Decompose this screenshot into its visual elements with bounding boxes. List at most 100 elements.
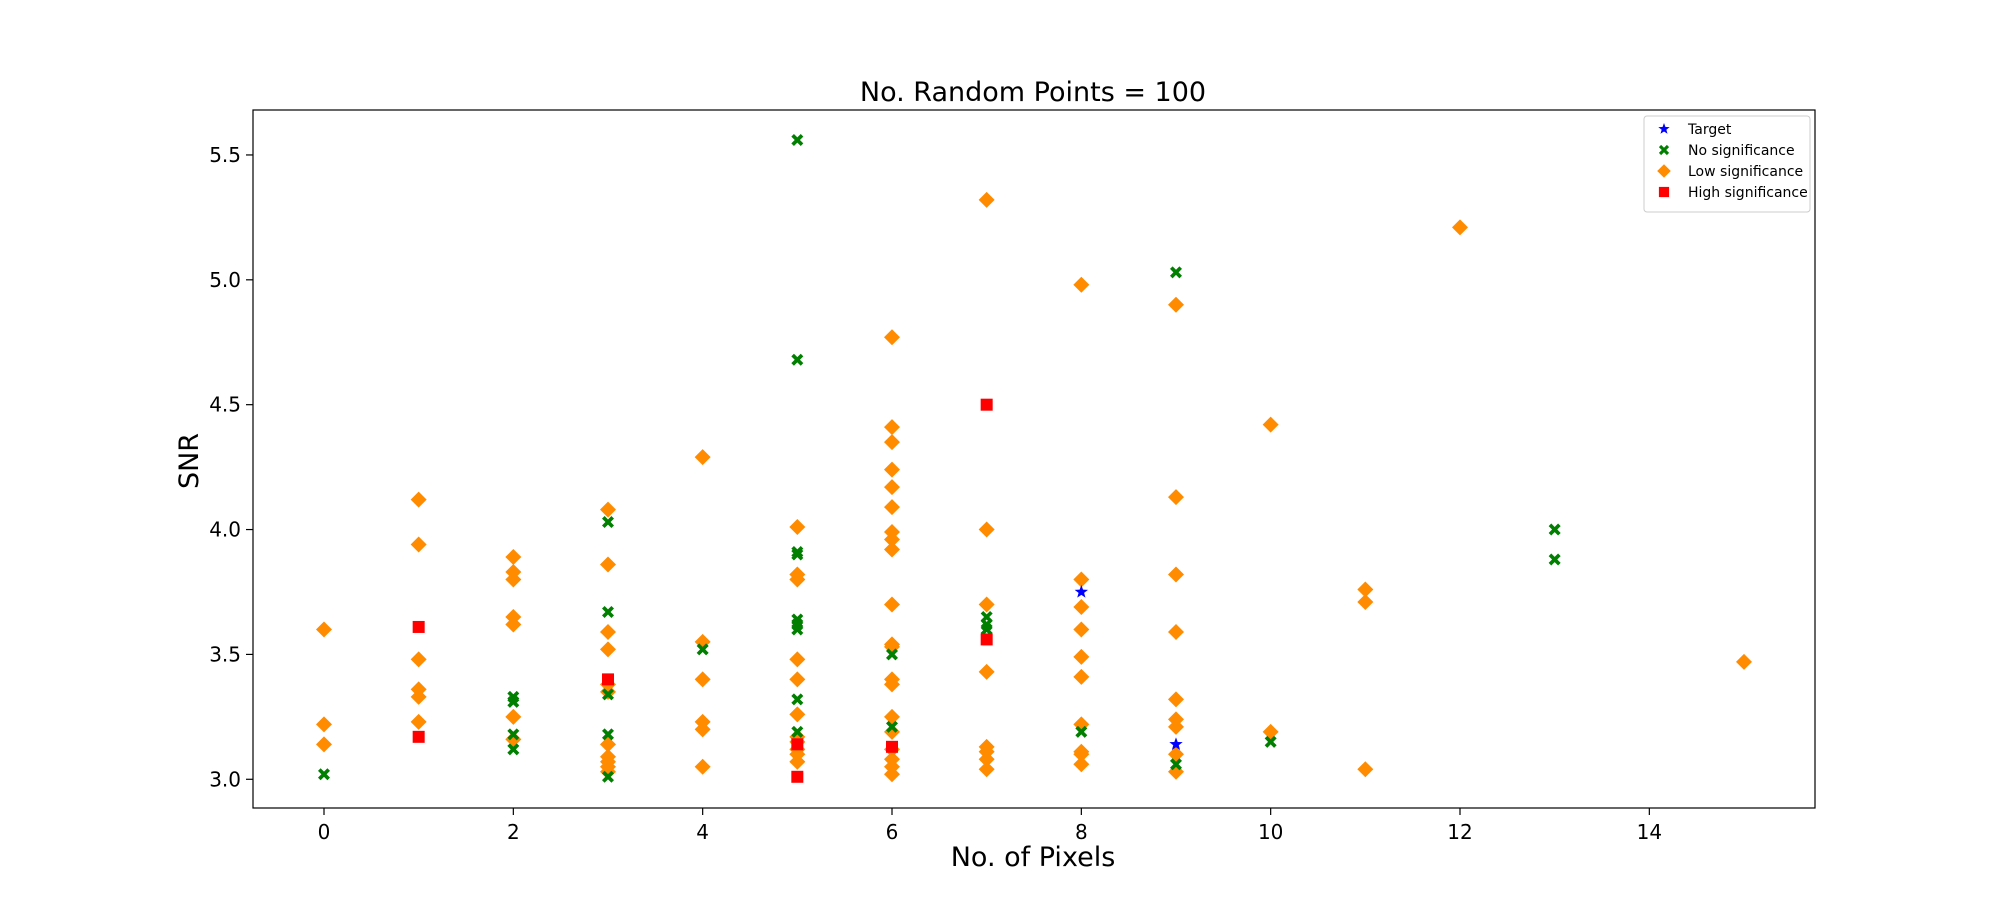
- point-low-significance: [316, 621, 332, 638]
- point-low-significance: [1736, 653, 1752, 670]
- point-low-significance: [884, 541, 900, 558]
- point-no-significance: [318, 768, 330, 781]
- point-no-significance: [1548, 523, 1561, 536]
- legend: Target No significance Low significance Hig…: [1643, 115, 1811, 213]
- point-no-significance: [602, 516, 614, 529]
- point-low-significance: [1073, 598, 1090, 615]
- legend-label: High significance: [1688, 185, 1808, 201]
- y-tick-label: 4.5: [209, 393, 241, 417]
- point-low-significance: [978, 761, 995, 778]
- x-tick-label: 8: [1075, 820, 1088, 844]
- point-low-significance: [316, 716, 332, 733]
- point-low-significance: [884, 723, 900, 740]
- series-high-significance: [412, 398, 993, 783]
- point-no-significance: [886, 720, 898, 733]
- point-no-significance: [507, 728, 520, 741]
- point-high-significance: [602, 673, 614, 686]
- point-low-significance: [789, 651, 806, 668]
- point-no-significance: [886, 648, 898, 661]
- point-low-significance: [694, 671, 711, 688]
- point-low-significance: [884, 461, 900, 478]
- x-tick-label: 12: [1447, 820, 1472, 844]
- point-low-significance: [600, 501, 616, 518]
- point-low-significance: [1168, 489, 1184, 506]
- point-no-significance: [1548, 553, 1561, 566]
- point-low-significance: [1357, 581, 1374, 598]
- point-low-significance: [1452, 219, 1468, 236]
- point-low-significance: [410, 491, 427, 508]
- point-low-significance: [1073, 648, 1090, 665]
- point-low-significance: [978, 596, 995, 613]
- point-high-significance: [412, 730, 425, 743]
- series-target: [1074, 584, 1183, 750]
- point-low-significance: [789, 753, 806, 770]
- point-no-significance: [602, 770, 614, 783]
- point-no-significance: [791, 353, 804, 366]
- point-low-significance: [694, 449, 711, 466]
- y-axis: 3.0 3.5 4.0 4.5 5.0 5.5: [209, 143, 253, 791]
- point-low-significance: [884, 419, 900, 436]
- point-low-significance: [1168, 691, 1184, 708]
- point-low-significance: [1073, 746, 1090, 763]
- y-tick-label: 5.5: [209, 143, 241, 167]
- point-low-significance: [884, 596, 900, 613]
- point-low-significance: [505, 616, 522, 633]
- x-tick-label: 2: [507, 820, 520, 844]
- point-no-significance: [1170, 758, 1182, 771]
- point-low-significance: [600, 556, 616, 573]
- x-tick-label: 14: [1637, 820, 1662, 844]
- point-high-significance: [791, 738, 804, 751]
- point-no-significance: [791, 623, 804, 636]
- point-low-significance: [1073, 621, 1090, 638]
- point-low-significance: [884, 708, 900, 725]
- point-low-significance: [884, 499, 900, 516]
- y-tick-label: 3.5: [209, 642, 241, 666]
- point-low-significance: [978, 521, 995, 538]
- x-axis-label: No. of Pixels: [951, 842, 1116, 873]
- legend-label: No significance: [1688, 143, 1795, 159]
- point-low-significance: [694, 721, 711, 738]
- legend-marker-low-significance: [1657, 164, 1671, 178]
- point-low-significance: [884, 479, 900, 496]
- legend-marker-no-significance: [1658, 144, 1670, 156]
- legend-marker-high-significance: [1658, 186, 1670, 198]
- point-low-significance: [1262, 723, 1279, 740]
- point-no-significance: [507, 695, 520, 708]
- point-low-significance: [789, 519, 806, 536]
- legend-label: Low significance: [1688, 164, 1803, 180]
- y-axis-label: SNR: [174, 433, 205, 489]
- legend-frame: [1643, 115, 1811, 213]
- legend-item-high-significance: High significance: [1658, 185, 1808, 201]
- point-low-significance: [410, 688, 427, 705]
- point-low-significance: [978, 663, 995, 680]
- point-low-significance: [978, 751, 995, 768]
- x-tick-label: 0: [318, 820, 331, 844]
- point-low-significance: [1357, 761, 1374, 778]
- point-target: [1074, 584, 1088, 598]
- point-low-significance: [789, 671, 806, 688]
- point-low-significance: [884, 531, 900, 548]
- x-tick-label: 10: [1258, 820, 1283, 844]
- point-low-significance: [505, 731, 522, 748]
- point-low-significance: [1168, 623, 1184, 640]
- y-tick-label: 4.0: [209, 518, 241, 542]
- point-low-significance: [505, 549, 522, 566]
- point-low-significance: [884, 329, 900, 346]
- point-low-significance: [1262, 416, 1279, 433]
- point-no-significance: [980, 623, 993, 636]
- point-low-significance: [789, 571, 806, 588]
- point-no-significance: [1075, 725, 1088, 738]
- point-low-significance: [600, 623, 616, 640]
- point-low-significance: [694, 758, 711, 775]
- point-low-significance: [505, 571, 522, 588]
- point-no-significance: [791, 693, 804, 706]
- point-high-significance: [886, 740, 898, 753]
- point-high-significance: [980, 398, 993, 411]
- point-low-significance: [600, 736, 616, 753]
- point-low-significance: [1073, 571, 1090, 588]
- point-low-significance: [1168, 718, 1184, 735]
- x-tick-label: 4: [696, 820, 709, 844]
- point-no-significance: [696, 643, 709, 656]
- point-low-significance: [410, 651, 427, 668]
